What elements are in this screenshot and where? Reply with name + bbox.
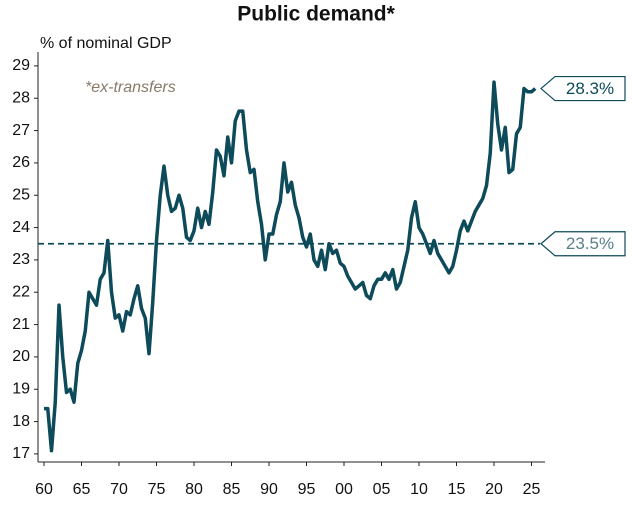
y-tick-label: 18 [12, 413, 30, 430]
y-tick-label: 21 [12, 316, 30, 333]
x-tick-label: 15 [448, 481, 466, 498]
chart-title: Public demand* [237, 3, 395, 26]
x-tick-label: 60 [35, 481, 53, 498]
callout-box [540, 231, 626, 257]
y-tick-label: 27 [12, 122, 30, 139]
y-tick-label: 17 [12, 445, 30, 462]
x-tick-label: 65 [73, 481, 91, 498]
y-axis-label: % of nominal GDP [40, 35, 172, 52]
x-tick-label: 70 [110, 481, 128, 498]
y-tick-label: 22 [12, 283, 30, 300]
data-line [44, 80, 537, 453]
y-tick-label: 28 [12, 89, 30, 106]
x-tick-label: 05 [373, 481, 391, 498]
y-tick-label: 26 [12, 154, 30, 171]
y-tick-label: 24 [12, 219, 30, 236]
y-tick-label: 20 [12, 348, 30, 365]
x-tick-label: 85 [223, 481, 241, 498]
x-tick-label: 25 [523, 481, 541, 498]
x-tick-label: 10 [410, 481, 428, 498]
x-tick-label: 90 [260, 481, 278, 498]
x-tick-label: 95 [298, 481, 316, 498]
x-tick-label: 00 [335, 481, 353, 498]
annotation: *ex-transfers [85, 79, 176, 96]
callout-box [540, 75, 626, 102]
callout-label: 28.3% [566, 79, 614, 98]
x-tick-label: 20 [485, 481, 503, 498]
y-tick-label: 25 [12, 186, 30, 203]
x-tick-label: 75 [148, 481, 166, 498]
y-tick-label: 29 [12, 57, 30, 74]
x-tick-label: 80 [185, 481, 203, 498]
y-tick-label: 19 [12, 380, 30, 397]
y-tick-label: 23 [12, 251, 30, 268]
callout-label: 23.5% [566, 234, 614, 253]
